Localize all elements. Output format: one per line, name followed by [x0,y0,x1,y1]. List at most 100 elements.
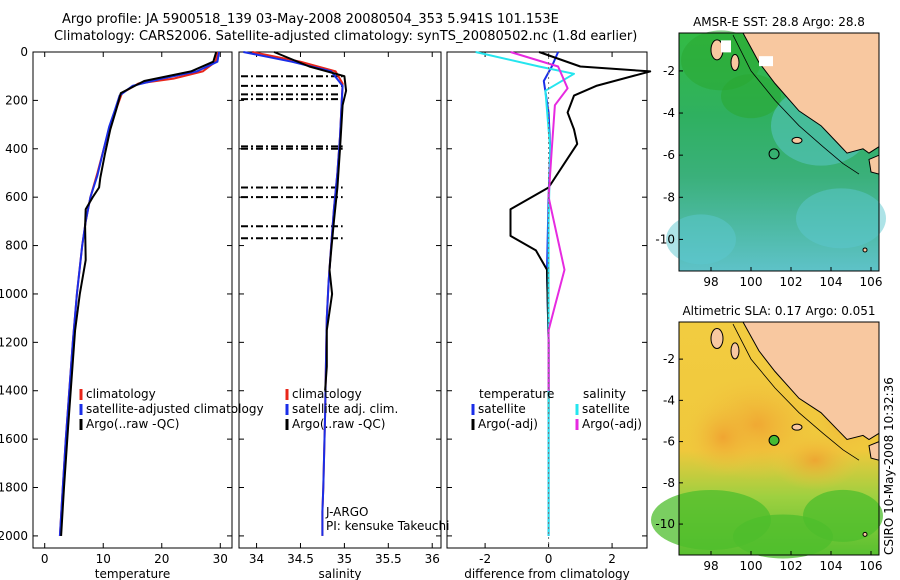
temperature-series-blue [58,51,221,536]
salinity-series-black [273,51,348,391]
sst_map-ytick-label: -8 [663,190,675,204]
sla_map-island [791,423,803,431]
sla_map-island [730,342,740,360]
sla_map-ytick-label: -10 [655,517,675,531]
difference-series-cyan [475,51,575,536]
sst_map-warm-patch [721,74,781,119]
sla_map-xtick-label: 106 [860,559,883,573]
sst_map-xtick-label: 98 [703,275,718,289]
temperature-legend-item: satellite-adjusted climatology [86,402,264,416]
sst_map-island [791,136,803,144]
difference-series-black [509,51,652,415]
salinity-legend-item: climatology [292,387,362,401]
sst_map-xtick-label: 106 [860,275,883,289]
temperature-ytick-label: 1200 [0,335,28,349]
sla_map-panel: 98 100 102 104 106 -2 -4 -6 -8 -10 Altimetric SLA:… [651,304,883,573]
sla_map-xtick-label: 104 [820,559,843,573]
temperature-ytick-label: 1000 [0,287,28,301]
difference-legend-left-item: temperature [479,387,554,401]
salinity-annotation: PI: kensuke Takeuchi [326,519,449,533]
sla_map-island [862,531,868,537]
difference-xtick-label: 2 [608,552,616,566]
salinity-xlabel: salinity [318,567,361,580]
temperature-ytick-label: 1600 [0,432,28,446]
figure-title-line1: Argo profile: JA 5900518_139 03-May-2008… [62,12,559,27]
sst_map-cool-patch [666,214,736,265]
sst_map-missing-data [721,40,731,53]
difference-frame [446,51,648,549]
salinity-xtick-label: 36 [425,552,440,566]
difference-xtick-label: 0 [545,552,553,566]
sst_map-ytick-label: -2 [663,64,675,78]
temperature-ytick-label: 600 [5,190,28,204]
sst_map-argo-position [768,148,780,160]
difference-legend-right-item: Argo(-adj) [582,417,642,431]
sla_map-ytick-label: -2 [663,352,675,366]
sst_map-xtick-label: 102 [780,275,803,289]
sla_map-island [710,327,724,349]
sst_map-panel: 98 100 102 104 106 -2 -4 -6 -8 -10 AMSR-E SST: 28.… [655,15,886,289]
temperature-xtick-label: 0 [41,552,49,566]
salinity-panel: 34 34.5 35 35.5 36 salinity climatologysatelli… [238,51,449,580]
salinity-xtick-label: 35.5 [375,552,402,566]
sst_map-warm-patch [681,30,761,91]
sla_map-xtick-label: 102 [780,559,803,573]
difference-xlabel: difference from climatology [464,567,630,580]
sla_map-xtick-label: 100 [740,559,763,573]
sla_map-title: Altimetric SLA: 0.17 Argo: 0.051 [682,304,875,318]
sla_map-low-patch [803,489,883,542]
sst_map-xtick-label: 100 [740,275,763,289]
difference-legend-left-item: Argo(-adj) [478,417,538,431]
side-timestamp: CSIRO 10-May-2008 10:32:36 [882,377,896,555]
temperature-legend-item: climatology [86,387,156,401]
temperature-xlabel: temperature [95,567,170,580]
difference-legend-right-item: satellite [582,402,630,416]
temperature-panel: 0 10 20 30 0 200 400 600 800 1000 1200 1400 1600 1800… [0,45,264,580]
temperature-ytick-label: 1800 [0,481,28,495]
temperature-frame [32,51,233,549]
temperature-ytick-label: 800 [5,239,28,253]
sst_map-cool-patch [796,188,886,249]
temperature-xtick-label: 20 [154,552,169,566]
sst_map-island [862,247,868,253]
sla_map-ytick-label: -4 [663,393,675,407]
salinity-frame [238,51,442,549]
temperature-ytick-label: 1400 [0,384,28,398]
temperature-legend-item: Argo(..raw -QC) [86,417,179,431]
sst_map-island [730,53,740,71]
sst_map-ytick-label: -4 [663,106,675,120]
sla_map-anomaly-patch [683,397,763,478]
sla_map-ytick-label: -8 [663,476,675,490]
difference-series-blue [542,51,560,536]
difference-legend-right-item: salinity [583,387,626,401]
temperature-series-red [58,51,219,536]
temperature-xtick-label: 30 [213,552,228,566]
temperature-ytick-label: 2000 [0,529,28,543]
salinity-legend-item: Argo(..raw -QC) [292,417,385,431]
sst_map-title: AMSR-E SST: 28.8 Argo: 28.8 [693,15,865,29]
sst_map-frame [678,32,880,272]
sla_map-xtick-label: 98 [703,559,718,573]
salinity-xtick-label: 35 [337,552,352,566]
figure-title-line2: Climatology: CARS2006. Satellite-adjuste… [54,29,638,44]
temperature-series-black [60,51,218,536]
difference-series-magenta [510,51,569,391]
temperature-xtick-label: 10 [96,552,111,566]
sla_map-shelf-contour [732,323,860,461]
sla_map-frame [678,321,880,556]
salinity-legend-item: satellite adj. clim. [292,402,398,416]
salinity-annotation: J-ARGO [325,505,368,519]
temperature-ytick-label: 400 [5,142,28,156]
temperature-ytick-label: 200 [5,93,28,107]
sla_map-argo-position [768,434,780,446]
difference-legend-left-item: satellite [478,402,526,416]
salinity-xtick-label: 34 [249,552,264,566]
temperature-ytick-label: 0 [20,45,28,59]
salinity-xtick-label: 34.5 [287,552,314,566]
sst_map-ytick-label: -6 [663,148,675,162]
salinity-series-red [252,51,344,536]
difference-xtick-label: -2 [479,552,491,566]
sst_map-xtick-label: 104 [820,275,843,289]
